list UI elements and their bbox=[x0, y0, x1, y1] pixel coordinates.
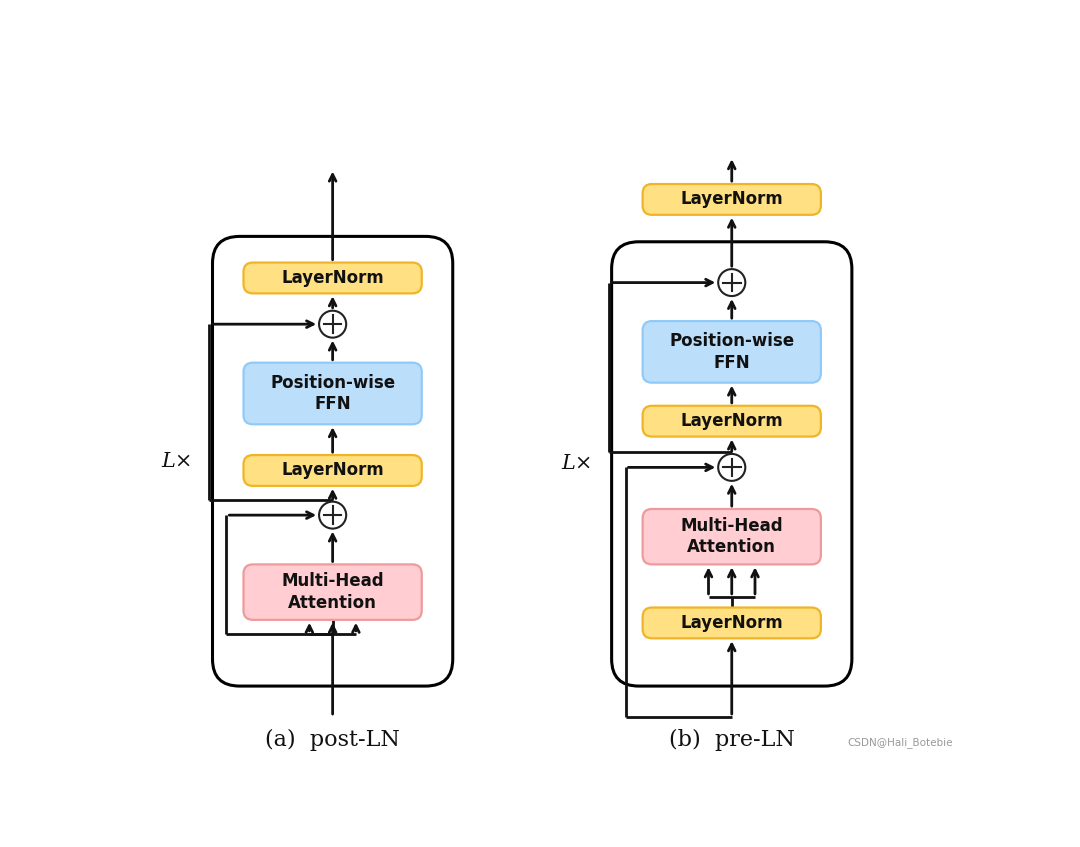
Text: LayerNorm: LayerNorm bbox=[680, 412, 783, 430]
Text: LayerNorm: LayerNorm bbox=[281, 269, 384, 287]
FancyBboxPatch shape bbox=[243, 363, 422, 424]
FancyBboxPatch shape bbox=[643, 184, 821, 215]
FancyBboxPatch shape bbox=[643, 509, 821, 564]
Text: L×: L× bbox=[162, 451, 193, 471]
FancyBboxPatch shape bbox=[643, 321, 821, 383]
Text: Position-wise: Position-wise bbox=[270, 374, 395, 391]
FancyBboxPatch shape bbox=[611, 241, 852, 686]
Text: Multi-Head: Multi-Head bbox=[680, 517, 783, 535]
Circle shape bbox=[319, 501, 347, 529]
Text: L×: L× bbox=[561, 455, 592, 473]
FancyBboxPatch shape bbox=[243, 564, 422, 620]
Text: (a)  post-LN: (a) post-LN bbox=[266, 729, 400, 751]
FancyBboxPatch shape bbox=[643, 607, 821, 639]
Text: LayerNorm: LayerNorm bbox=[281, 462, 384, 479]
FancyBboxPatch shape bbox=[243, 455, 422, 486]
Text: FFN: FFN bbox=[714, 354, 751, 372]
Circle shape bbox=[718, 454, 745, 481]
Text: Attention: Attention bbox=[288, 594, 377, 612]
Text: LayerNorm: LayerNorm bbox=[680, 191, 783, 208]
FancyBboxPatch shape bbox=[643, 406, 821, 436]
Circle shape bbox=[718, 269, 745, 296]
FancyBboxPatch shape bbox=[213, 236, 453, 686]
Text: Attention: Attention bbox=[687, 539, 777, 556]
Text: Position-wise: Position-wise bbox=[670, 332, 794, 350]
Text: CSDN@Hali_Botebie: CSDN@Hali_Botebie bbox=[847, 737, 953, 748]
Text: Multi-Head: Multi-Head bbox=[281, 573, 383, 590]
Circle shape bbox=[319, 311, 347, 338]
FancyBboxPatch shape bbox=[243, 263, 422, 293]
Text: LayerNorm: LayerNorm bbox=[680, 614, 783, 632]
Text: FFN: FFN bbox=[314, 396, 351, 413]
Text: (b)  pre-LN: (b) pre-LN bbox=[669, 729, 795, 751]
